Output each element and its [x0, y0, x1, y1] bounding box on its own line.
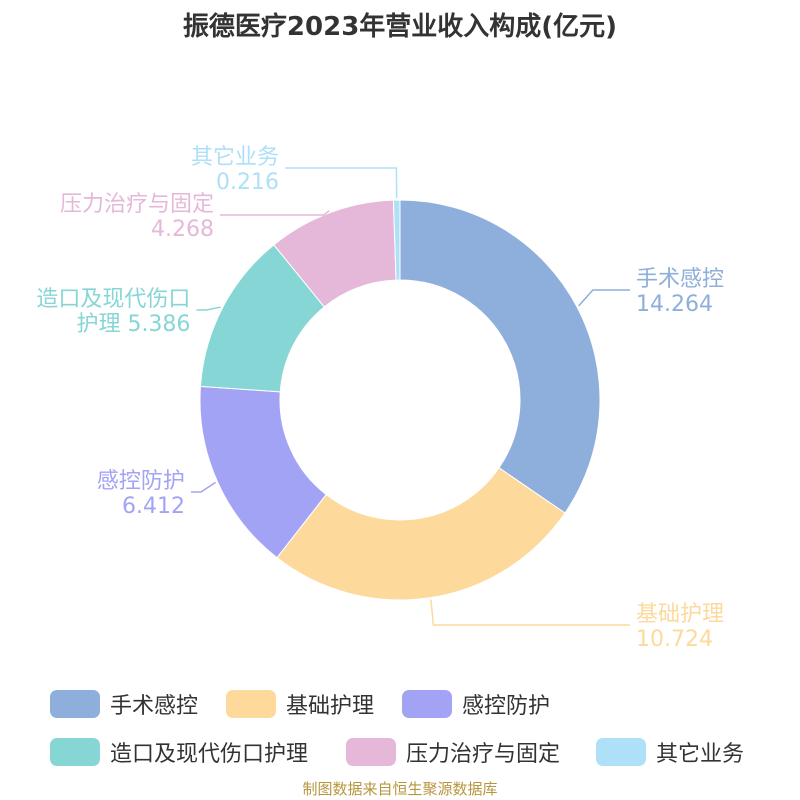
legend-swatch — [50, 690, 100, 718]
slice-qita-yewu[interactable] — [392, 199, 401, 281]
slice-shoushu-ganding[interactable] — [399, 199, 601, 514]
legend-row-1: 手术感控 基础护理 感控防护 — [0, 688, 800, 728]
chart-title: 振德医疗2023年营业收入构成(亿元) — [182, 12, 618, 42]
legend-label: 基础护理 — [286, 694, 375, 719]
slice-label-ganding-fanghu: 感控防护 — [97, 469, 185, 494]
leader-line-jichu-huli — [430, 599, 630, 626]
slice-label-yali-zhiliao: 压力治疗与固定 — [60, 192, 214, 217]
legend-swatch — [402, 690, 452, 718]
legend-row-2: 造口及现代伤口护理 压力治疗与固定 其它业务 — [0, 736, 800, 776]
legend-item-yali-zhiliao[interactable]: 压力治疗与固定 — [346, 736, 560, 768]
leader-line-qita-yewu — [285, 167, 398, 199]
legend-label: 其它业务 — [656, 742, 745, 767]
slice-value-ganding-fanghu: 6.412 — [122, 494, 185, 519]
leader-line-yali-zhiliao — [220, 210, 330, 216]
legend-item-ganding-fanghu[interactable]: 感控防护 — [402, 688, 550, 720]
legend-swatch — [596, 738, 646, 766]
slice-value-jichu-huli: 10.724 — [636, 627, 713, 652]
legend-item-zaokou[interactable]: 造口及现代伤口护理 — [50, 736, 308, 768]
legend-label: 压力治疗与固定 — [406, 742, 561, 767]
source-note: 制图数据来自恒生聚源数据库 — [302, 780, 498, 798]
legend-item-qita-yewu[interactable]: 其它业务 — [596, 736, 744, 768]
legend-item-jichu-huli[interactable]: 基础护理 — [226, 688, 374, 720]
legend-label: 感控防护 — [462, 694, 551, 719]
slice-value-qita-yewu: 0.216 — [216, 170, 279, 195]
slice-jichu-huli[interactable] — [276, 467, 566, 601]
leader-line-zaokou — [196, 306, 221, 311]
slice-value-shoushu-ganding: 14.264 — [636, 292, 713, 317]
legend-swatch — [346, 738, 396, 766]
legend-swatch — [50, 738, 100, 766]
legend-swatch — [226, 690, 276, 718]
leader-line-ganding-fanghu — [190, 481, 216, 493]
slice-label-zaokou: 造口及现代伤口 — [36, 287, 190, 312]
slice-value-zaokou: 护理 5.386 — [76, 312, 190, 337]
slice-label-qita-yewu: 其它业务 — [191, 145, 279, 170]
legend-item-shoushu-ganding[interactable]: 手术感控 — [50, 688, 198, 720]
slice-label-jichu-huli: 基础护理 — [636, 602, 724, 627]
legend-label: 造口及现代伤口护理 — [110, 742, 309, 767]
slice-label-shoushu-ganding: 手术感控 — [636, 267, 724, 292]
leader-line-shoushu-ganding — [578, 289, 630, 307]
slice-value-yali-zhiliao: 4.268 — [151, 217, 214, 242]
legend-label: 手术感控 — [110, 694, 199, 719]
